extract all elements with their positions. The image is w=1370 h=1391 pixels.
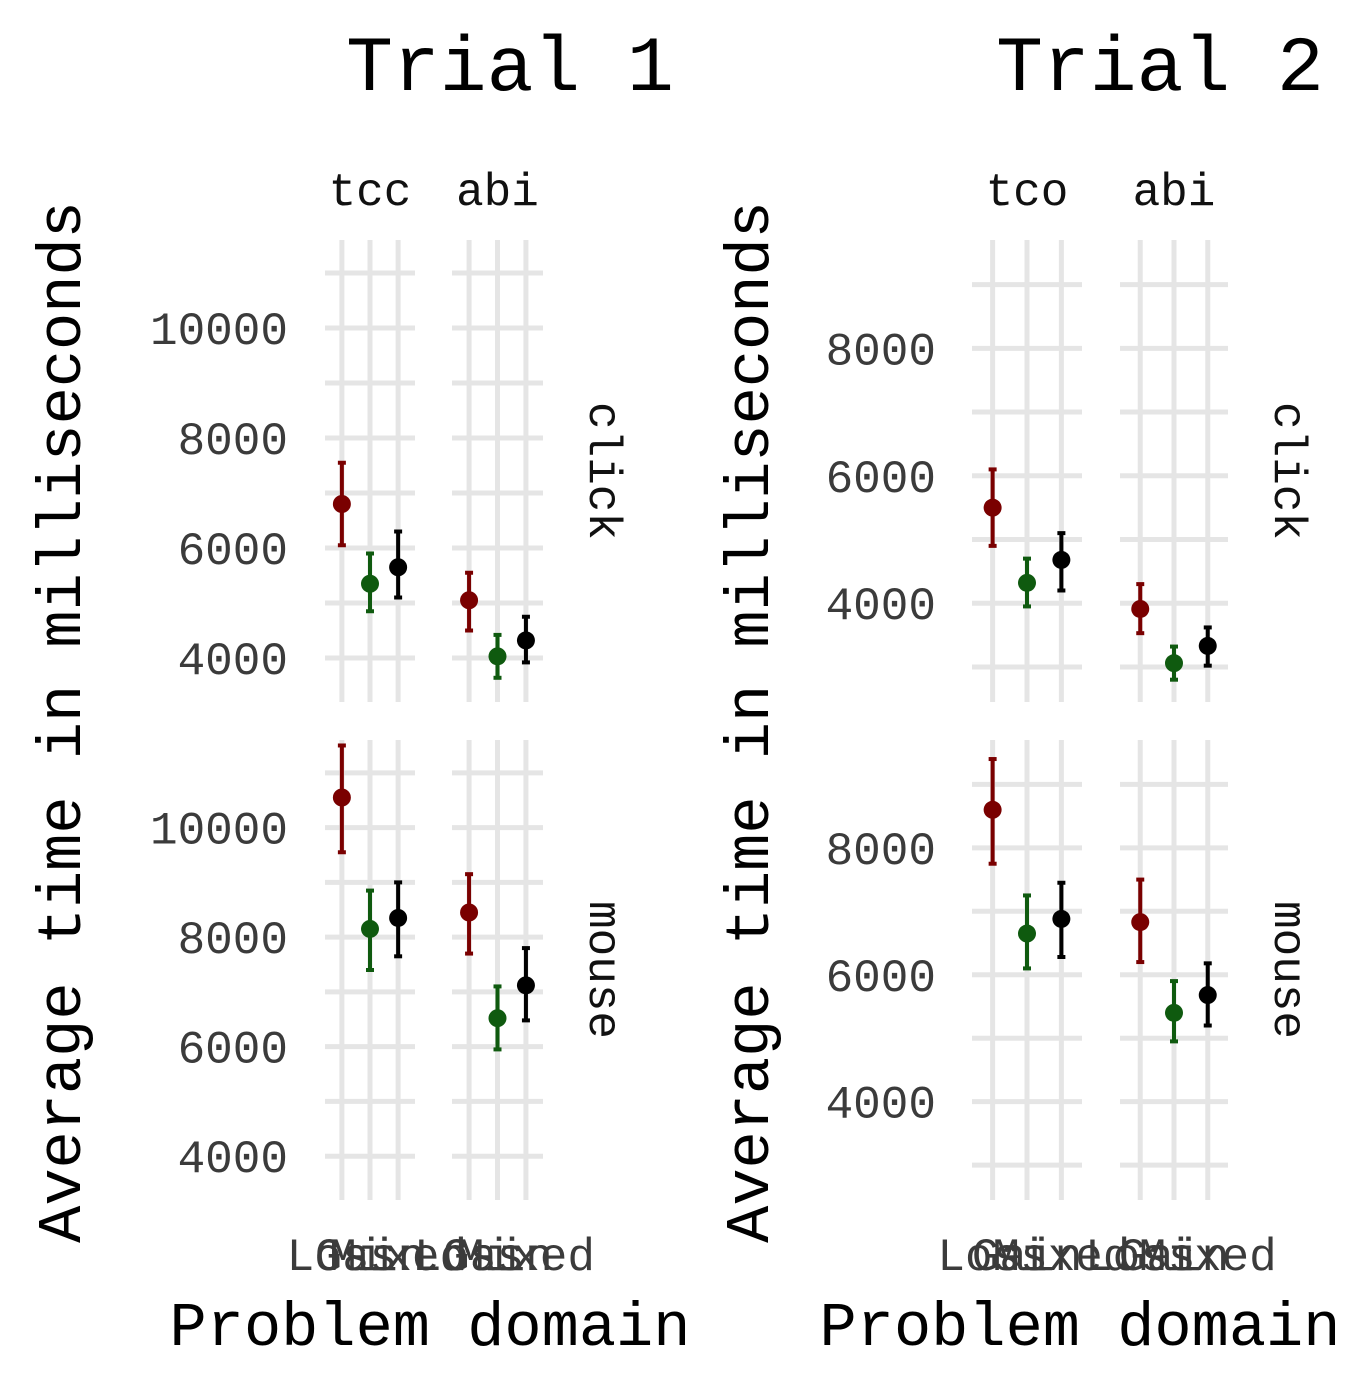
x-tick-label: Loss [1085,1232,1195,1284]
y-tick-label: 8000 [178,416,288,468]
panel-click-tcc [325,240,415,702]
data-point-mixed [516,631,535,650]
x-tick-label: Mixed [329,1232,467,1284]
data-point-loss [1131,913,1150,932]
panel-click-abi [452,240,543,702]
data-point-mixed [1052,909,1071,928]
data-point-gain [1165,1003,1183,1022]
y-axis-title: Average time in milliseconds [716,201,787,1243]
chart-2: Trial 2 Average time in milliseconds Probl… [716,26,1340,1364]
panel-mouse-tcc [325,740,415,1200]
y-tick-label: 10000 [150,306,288,358]
x-tick-label: Mixed [992,1232,1130,1284]
data-point-mixed [1198,986,1217,1005]
data-point-gain [488,647,507,666]
y-tick-label: 8000 [178,915,288,967]
y-tick-label: 6000 [178,526,288,578]
y-tick-label: 4000 [178,1134,288,1186]
x-tick-label: Gain [1119,1232,1229,1284]
y-tick-label: 6000 [178,1025,288,1077]
data-point-loss [460,903,479,922]
panel-click-abi [1120,240,1228,702]
x-tick-label: Mixed [1139,1232,1277,1284]
x-axis-title: Problem domain [820,1293,1341,1364]
x-tick-label: Loss [287,1232,397,1284]
y-tick-label: 6000 [826,953,936,1005]
row-label-mouse: mouse [576,901,628,1039]
data-point-mixed [389,558,408,577]
y-tick-label: 6000 [826,454,936,506]
chart-1: Trial 1 Average time in milliseconds Probl… [28,26,690,1364]
panel-mouse-abi [1120,740,1228,1200]
y-tick-label: 4000 [826,581,936,633]
panel-mouse-abi [452,740,543,1200]
y-axis-title: Average time in milliseconds [28,201,99,1243]
data-point-gain [1165,654,1183,673]
x-tick-label: Mixed [457,1232,595,1284]
chart-title: Trial 2 [996,26,1324,114]
data-point-gain [1018,573,1036,592]
data-point-mixed [516,976,535,995]
data-point-mixed [1198,636,1217,655]
data-point-gain [361,919,379,938]
data-point-loss [332,788,351,807]
x-tick-label: Loss [937,1232,1047,1284]
x-axis-title: Problem domain [170,1293,691,1364]
x-tick-label: Gain [972,1232,1082,1284]
row-label-click: click [1261,402,1313,540]
y-tick-label: 10000 [150,806,288,858]
data-point-loss [1131,599,1150,618]
chart-title: Trial 1 [346,26,674,114]
y-tick-label: 4000 [826,1080,936,1132]
facet-label-abi: abi [456,167,539,219]
panel-mouse-tco [972,740,1082,1200]
data-point-loss [460,591,479,610]
row-label-mouse: mouse [1261,901,1313,1039]
data-point-gain [361,574,379,593]
data-point-loss [983,800,1002,819]
data-point-loss [332,495,351,513]
facet-label-tco: tco [986,167,1069,219]
facet-label-tcc: tcc [329,167,412,219]
data-point-gain [1018,924,1036,943]
data-point-mixed [1052,550,1071,569]
y-tick-label: 8000 [826,826,936,878]
panel-click-tco [972,240,1082,702]
data-point-gain [488,1009,507,1028]
facet-label-abi: abi [1133,167,1216,219]
y-tick-label: 4000 [178,636,288,688]
x-tick-label: Gain [442,1232,552,1284]
row-label-click: click [576,402,628,540]
x-tick-label: Gain [315,1232,425,1284]
data-point-loss [983,498,1002,517]
data-point-mixed [389,908,408,927]
x-tick-label: Loss [414,1232,524,1284]
y-tick-label: 8000 [826,326,936,378]
